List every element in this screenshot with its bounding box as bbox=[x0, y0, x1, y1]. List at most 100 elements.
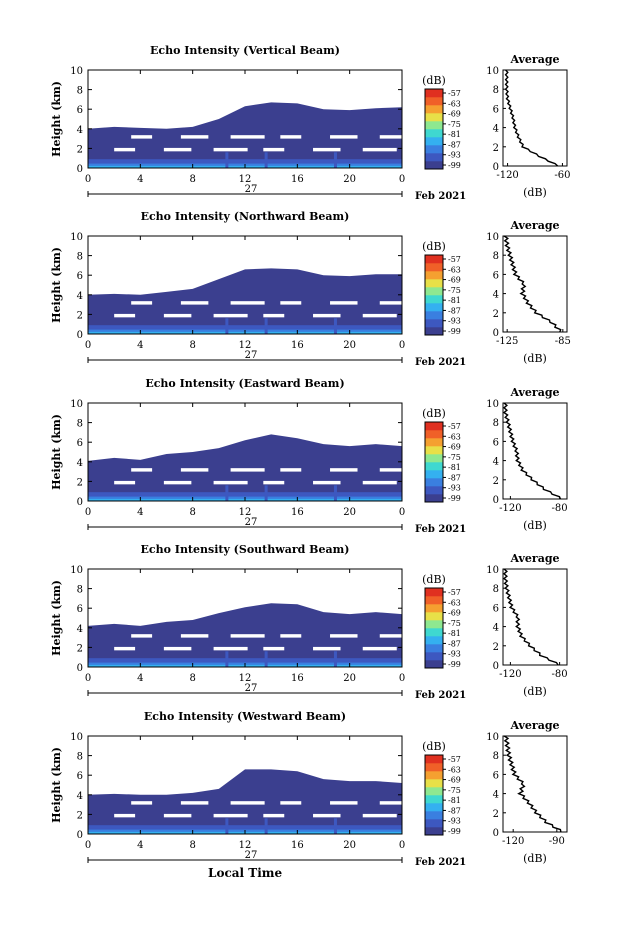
colorbar-segment bbox=[425, 819, 443, 828]
colorbar-segment bbox=[425, 303, 443, 312]
colorbar-tick-label: -57 bbox=[448, 255, 461, 264]
y-tick-label: 4 bbox=[77, 791, 83, 802]
echo-gap bbox=[280, 135, 302, 139]
echo-gap bbox=[379, 301, 414, 305]
colorbar-tick-label: -69 bbox=[448, 609, 461, 618]
profile-y-tick-label: 2 bbox=[493, 642, 499, 653]
profile-y-tick-label: 4 bbox=[493, 790, 499, 801]
colorbar-unit: (dB) bbox=[422, 407, 446, 420]
y-tick-label: 2 bbox=[77, 643, 83, 654]
echo-band-low bbox=[88, 825, 402, 834]
x-tick-label: 4 bbox=[137, 174, 143, 185]
colorbar-tick-label: -81 bbox=[448, 296, 461, 305]
colorbar-segment bbox=[425, 787, 443, 796]
colorbar-tick-label: -75 bbox=[448, 120, 461, 129]
colorbar-segment bbox=[425, 771, 443, 780]
colorbar-tick-label: -93 bbox=[448, 484, 461, 493]
day-label: 27 bbox=[245, 850, 258, 861]
panel-4: Echo Intensity (Westward Beam) 0 2 4 6 8 10 Hei… bbox=[50, 710, 568, 868]
panel-title: Echo Intensity (Eastward Beam) bbox=[145, 377, 344, 390]
x-tick-label: 20 bbox=[343, 507, 356, 518]
echo-gap bbox=[131, 135, 153, 139]
echo-gap bbox=[230, 301, 265, 305]
echo-spike bbox=[333, 152, 337, 168]
echo-spike bbox=[225, 152, 229, 168]
colorbar-segment bbox=[425, 446, 443, 455]
colorbar-segment bbox=[425, 628, 443, 637]
echo-gap bbox=[263, 646, 285, 651]
colorbar-segment bbox=[425, 660, 443, 669]
echo-gap bbox=[330, 634, 358, 638]
x-tick-label: 0 bbox=[399, 840, 405, 851]
profile-y-tick-label: 6 bbox=[493, 437, 499, 448]
echo-gap bbox=[114, 813, 136, 818]
colorbar-segment bbox=[425, 263, 443, 272]
colorbar-segment bbox=[425, 652, 443, 661]
profile-x-label: (dB) bbox=[523, 352, 547, 365]
profile-y-tick-label: 8 bbox=[493, 751, 499, 762]
colorbar-segment bbox=[425, 486, 443, 495]
echo-gap bbox=[379, 135, 414, 139]
profile-x-label: (dB) bbox=[523, 852, 547, 865]
profile-x-label: (dB) bbox=[523, 519, 547, 532]
y-tick-label: 10 bbox=[70, 399, 83, 410]
y-tick-label: 6 bbox=[77, 438, 83, 449]
colorbar-segment bbox=[425, 811, 443, 820]
colorbar-tick-label: -87 bbox=[448, 806, 461, 815]
colorbar-tick-label: -93 bbox=[448, 817, 461, 826]
echo-gap bbox=[313, 646, 341, 651]
profile-y-tick-label: 10 bbox=[486, 232, 499, 243]
profile-y-tick-label: 6 bbox=[493, 104, 499, 115]
y-axis-label: Height (km) bbox=[50, 414, 63, 490]
profile-y-tick-label: 10 bbox=[486, 399, 499, 410]
profile-y-tick-label: 2 bbox=[493, 143, 499, 154]
profile-x-tick-label: -120 bbox=[502, 836, 524, 847]
colorbar-tick-label: -99 bbox=[448, 494, 461, 503]
colorbar-tick-label: -63 bbox=[448, 598, 461, 607]
colorbar-segment bbox=[425, 287, 443, 296]
colorbar-tick-label: -63 bbox=[448, 765, 461, 774]
x-tick-label: 8 bbox=[189, 507, 195, 518]
profile-frame bbox=[502, 69, 568, 167]
colorbar-segment bbox=[425, 644, 443, 653]
echo-gap bbox=[313, 313, 341, 318]
profile-y-tick-label: 10 bbox=[486, 565, 499, 576]
echo-spike bbox=[264, 818, 268, 834]
echo-spike bbox=[264, 318, 268, 334]
colorbar-segment bbox=[425, 438, 443, 447]
colorbar-segment bbox=[425, 422, 443, 431]
echo-gap bbox=[230, 135, 265, 139]
profile-x-tick-label: -120 bbox=[499, 503, 521, 514]
echo-gap bbox=[330, 301, 358, 305]
colorbar-segment bbox=[425, 827, 443, 836]
x-tick-label: 20 bbox=[343, 340, 356, 351]
y-tick-label: 0 bbox=[77, 497, 83, 508]
echo-spike bbox=[333, 651, 337, 667]
echo-gap bbox=[213, 480, 248, 485]
colorbar-frame bbox=[424, 254, 444, 336]
x-tick-label: 0 bbox=[399, 340, 405, 351]
profile-line bbox=[502, 568, 559, 666]
colorbar-segment bbox=[425, 462, 443, 471]
echo-spike bbox=[333, 818, 337, 834]
panel-title: Echo Intensity (Northward Beam) bbox=[141, 210, 350, 223]
x-tick-label: 8 bbox=[189, 174, 195, 185]
profile-x-tick-label: -120 bbox=[499, 669, 521, 680]
echo-gap bbox=[362, 313, 397, 318]
profile-y-tick-label: 0 bbox=[493, 495, 499, 506]
profile-x-tick-label: -60 bbox=[554, 170, 570, 181]
echo-gap bbox=[362, 480, 397, 485]
y-tick-label: 10 bbox=[70, 565, 83, 576]
profile-y-tick-label: 10 bbox=[486, 732, 499, 743]
echo-gap bbox=[213, 646, 248, 651]
x-tick-label: 12 bbox=[239, 507, 252, 518]
colorbar-segment bbox=[425, 319, 443, 328]
colorbar-segment bbox=[425, 161, 443, 170]
day-label: 27 bbox=[245, 184, 258, 195]
colorbar-tick-label: -93 bbox=[448, 317, 461, 326]
colorbar-segment bbox=[425, 596, 443, 605]
y-tick-label: 2 bbox=[77, 310, 83, 321]
colorbar-segment bbox=[425, 454, 443, 463]
y-axis-label: Height (km) bbox=[50, 247, 63, 323]
